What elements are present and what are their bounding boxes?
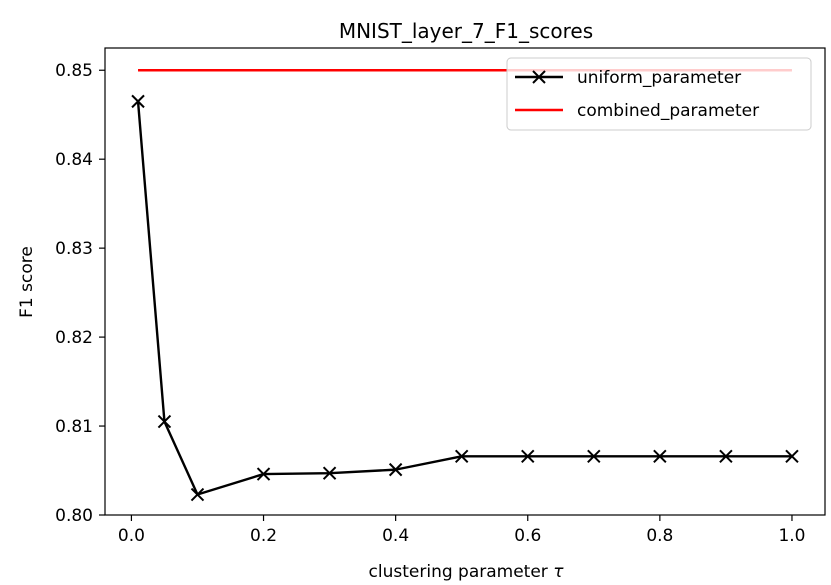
data-point-uniform_parameter	[719, 449, 733, 463]
x-tick-label: 0.8	[646, 526, 673, 546]
chart-title: MNIST_layer_7_F1_scores	[339, 19, 593, 43]
legend-box	[506, 57, 812, 131]
data-point-uniform_parameter	[454, 449, 469, 463]
data-point-uniform_parameter	[190, 487, 205, 502]
y-tick-label: 0.83	[55, 239, 93, 259]
y-tick-label: 0.84	[55, 150, 93, 170]
y-axis-label: F1 score	[17, 246, 37, 318]
y-tick-label: 0.85	[55, 61, 93, 81]
y-tick-label: 0.81	[55, 417, 93, 437]
data-point-uniform_parameter	[131, 94, 145, 109]
x-tick-label: 0.2	[250, 526, 277, 546]
data-point-uniform_parameter	[653, 449, 667, 463]
x-tick-label: 0.6	[514, 526, 541, 546]
data-point-uniform_parameter	[157, 414, 172, 429]
data-point-uniform_parameter	[521, 449, 535, 463]
x-tick-label: 0.4	[382, 526, 409, 546]
x-tick-label: 0.0	[118, 526, 145, 546]
series-line-uniform_parameter	[136, 101, 792, 496]
legend-label-uniform: uniform_parameter	[577, 68, 741, 88]
data-point-uniform_parameter	[256, 467, 271, 481]
x-axis-label: clustering parameter τ	[369, 562, 565, 582]
plot-frame	[104, 47, 826, 516]
data-point-uniform_parameter	[587, 449, 601, 463]
axes-ticks: 0.0 0.2 0.4 0.6 0.8 1.0 0.80 0.81 0.82 0.83 0.84 0.…	[55, 61, 805, 546]
legend-label-combined: combined_parameter	[577, 101, 759, 121]
x-axis-label-symbol: τ	[553, 562, 564, 582]
data-point-uniform_parameter	[785, 449, 799, 463]
legend-uniform-marker-icon	[532, 70, 546, 84]
series-layer	[131, 69, 799, 502]
x-tick-label: 1.0	[778, 526, 805, 546]
y-tick-label: 0.82	[55, 328, 93, 348]
data-point-uniform_parameter	[322, 466, 337, 480]
y-tick-label: 0.80	[55, 506, 93, 526]
legend: uniform_parameter combined_parameter	[506, 57, 812, 131]
data-point-uniform_parameter	[388, 462, 403, 477]
x-axis-label-text: clustering parameter	[369, 562, 554, 582]
